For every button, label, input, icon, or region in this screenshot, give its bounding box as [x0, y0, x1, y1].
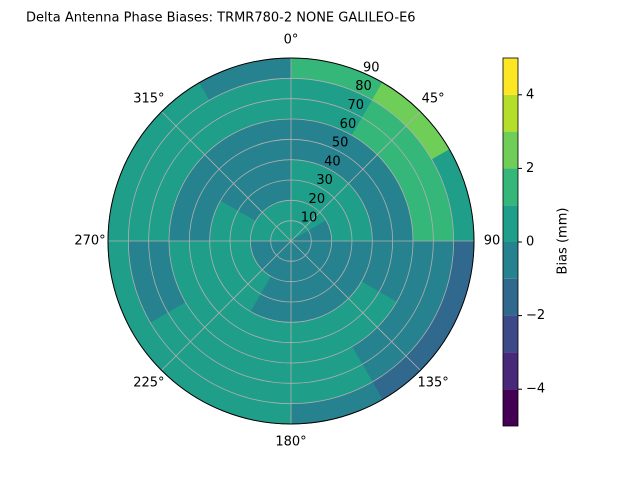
angle-tick-label: 90	[484, 234, 501, 249]
grid-spoke	[290, 111, 421, 242]
radial-tick-label: 60	[340, 117, 357, 132]
grid-spoke	[290, 240, 421, 371]
colorbar-tick-label: 2	[526, 161, 534, 176]
radial-tick-label: 80	[355, 79, 372, 94]
colorbar-tick-label: −4	[526, 382, 545, 397]
colorbar-segment	[503, 205, 518, 242]
radial-tick-label: 70	[347, 98, 364, 113]
radial-tick-label: 90	[363, 60, 380, 75]
colorbar-tick-label: 0	[526, 235, 534, 250]
colorbar-tick-label: 4	[526, 87, 534, 102]
colorbar-tick-label: −2	[526, 308, 545, 323]
colorbar-segment	[503, 278, 518, 316]
angle-tick-label: 270°	[74, 234, 105, 249]
grid-spoke	[161, 240, 292, 371]
colorbar-segment	[503, 389, 518, 426]
grid-spoke	[161, 111, 292, 242]
colorbar-segment	[503, 131, 518, 169]
angle-tick-label: 225°	[133, 376, 164, 391]
radial-tick-label: 10	[301, 211, 318, 226]
polar-frame	[107, 57, 475, 425]
angle-tick-label: 180°	[275, 435, 306, 450]
colorbar-segment	[503, 242, 518, 279]
colorbar-segment	[503, 352, 518, 390]
chart-title: Delta Antenna Phase Biases: TRMR780-2 NO…	[26, 11, 416, 26]
radial-tick-label: 50	[332, 136, 349, 151]
colorbar-segment	[503, 315, 518, 353]
angle-tick-label: 45°	[422, 91, 445, 106]
colorbar-segment	[503, 94, 518, 132]
angle-tick-label: 315°	[133, 91, 164, 106]
angle-tick-label: 135°	[417, 376, 448, 391]
colorbar-label: Bias (mm)	[556, 208, 571, 275]
radial-tick-label: 30	[316, 173, 333, 188]
angle-tick-label: 0°	[284, 33, 299, 48]
colorbar-segment	[503, 168, 518, 206]
radial-tick-label: 40	[324, 154, 341, 169]
radial-tick-label: 20	[309, 192, 326, 207]
colorbar-segment	[503, 58, 518, 95]
